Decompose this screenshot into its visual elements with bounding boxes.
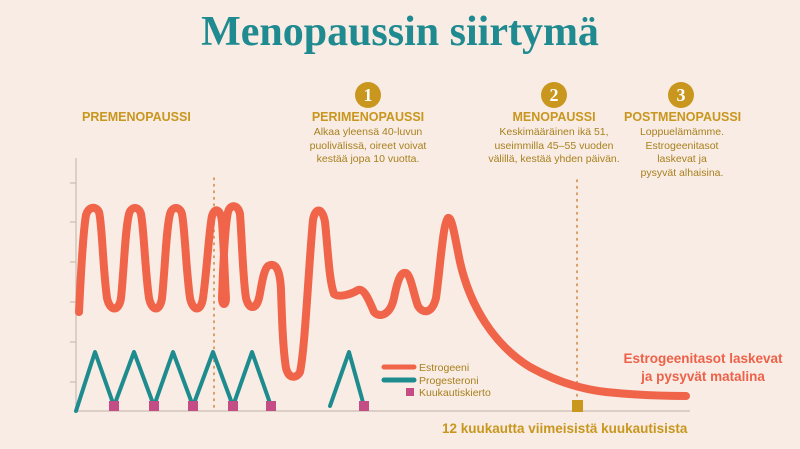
cycle-marker [359, 401, 369, 411]
estrogen-line [75, 202, 690, 400]
legend-estrogen-label: Estrogeeni [419, 362, 469, 374]
cycle-marker [228, 401, 238, 411]
phase-menopause-badge: 2 [541, 82, 567, 108]
legend-cycle-swatch [406, 388, 414, 396]
phase-perimenopause-description: Alkaa yleensä 40-luvun puolivälissä, oir… [309, 126, 427, 165]
phase-perimenopause-badge: 1 [355, 82, 381, 108]
phase-premenopause-title: PREMENOPAUSSI [82, 110, 191, 124]
cycle-marker [149, 401, 159, 411]
legend: Estrogeeni Progesteroni Kuukautiskierto [381, 362, 491, 399]
progesterone-line [74, 350, 366, 413]
cycle-marker [266, 401, 276, 411]
phase-menopause-title: MENOPAUSSI [512, 110, 596, 124]
phase-menopause-description: Keskimääräinen ikä 51, useimmilla 45–55 … [488, 126, 620, 165]
y-axis-ticks [70, 182, 76, 383]
page-title: Menopaussin siirtymä [201, 9, 599, 55]
estrogen-note: Estrogeenitasot laskevat ja pysyvät mata… [623, 351, 783, 384]
x-axis-caption: 12 kuukautta viimeisistä kuukautisista [442, 421, 688, 436]
cycle-markers [109, 401, 369, 411]
phase-postmenopause-title: POSTMENOPAUSSI [624, 110, 742, 124]
legend-cycle-label: Kuukautiskierto [419, 387, 491, 399]
final-period-marker [572, 400, 583, 412]
cycle-marker [188, 401, 198, 411]
phase-postmenopause-description: Loppuelämämme. Estrogeenitasot laskevat … [639, 126, 725, 179]
phase-postmenopause-badge: 3 [668, 82, 694, 108]
cycle-marker [109, 401, 119, 411]
legend-progesterone-label: Progesteroni [419, 375, 479, 387]
phase-perimenopause-title: PERIMENOPAUSSI [311, 110, 425, 124]
